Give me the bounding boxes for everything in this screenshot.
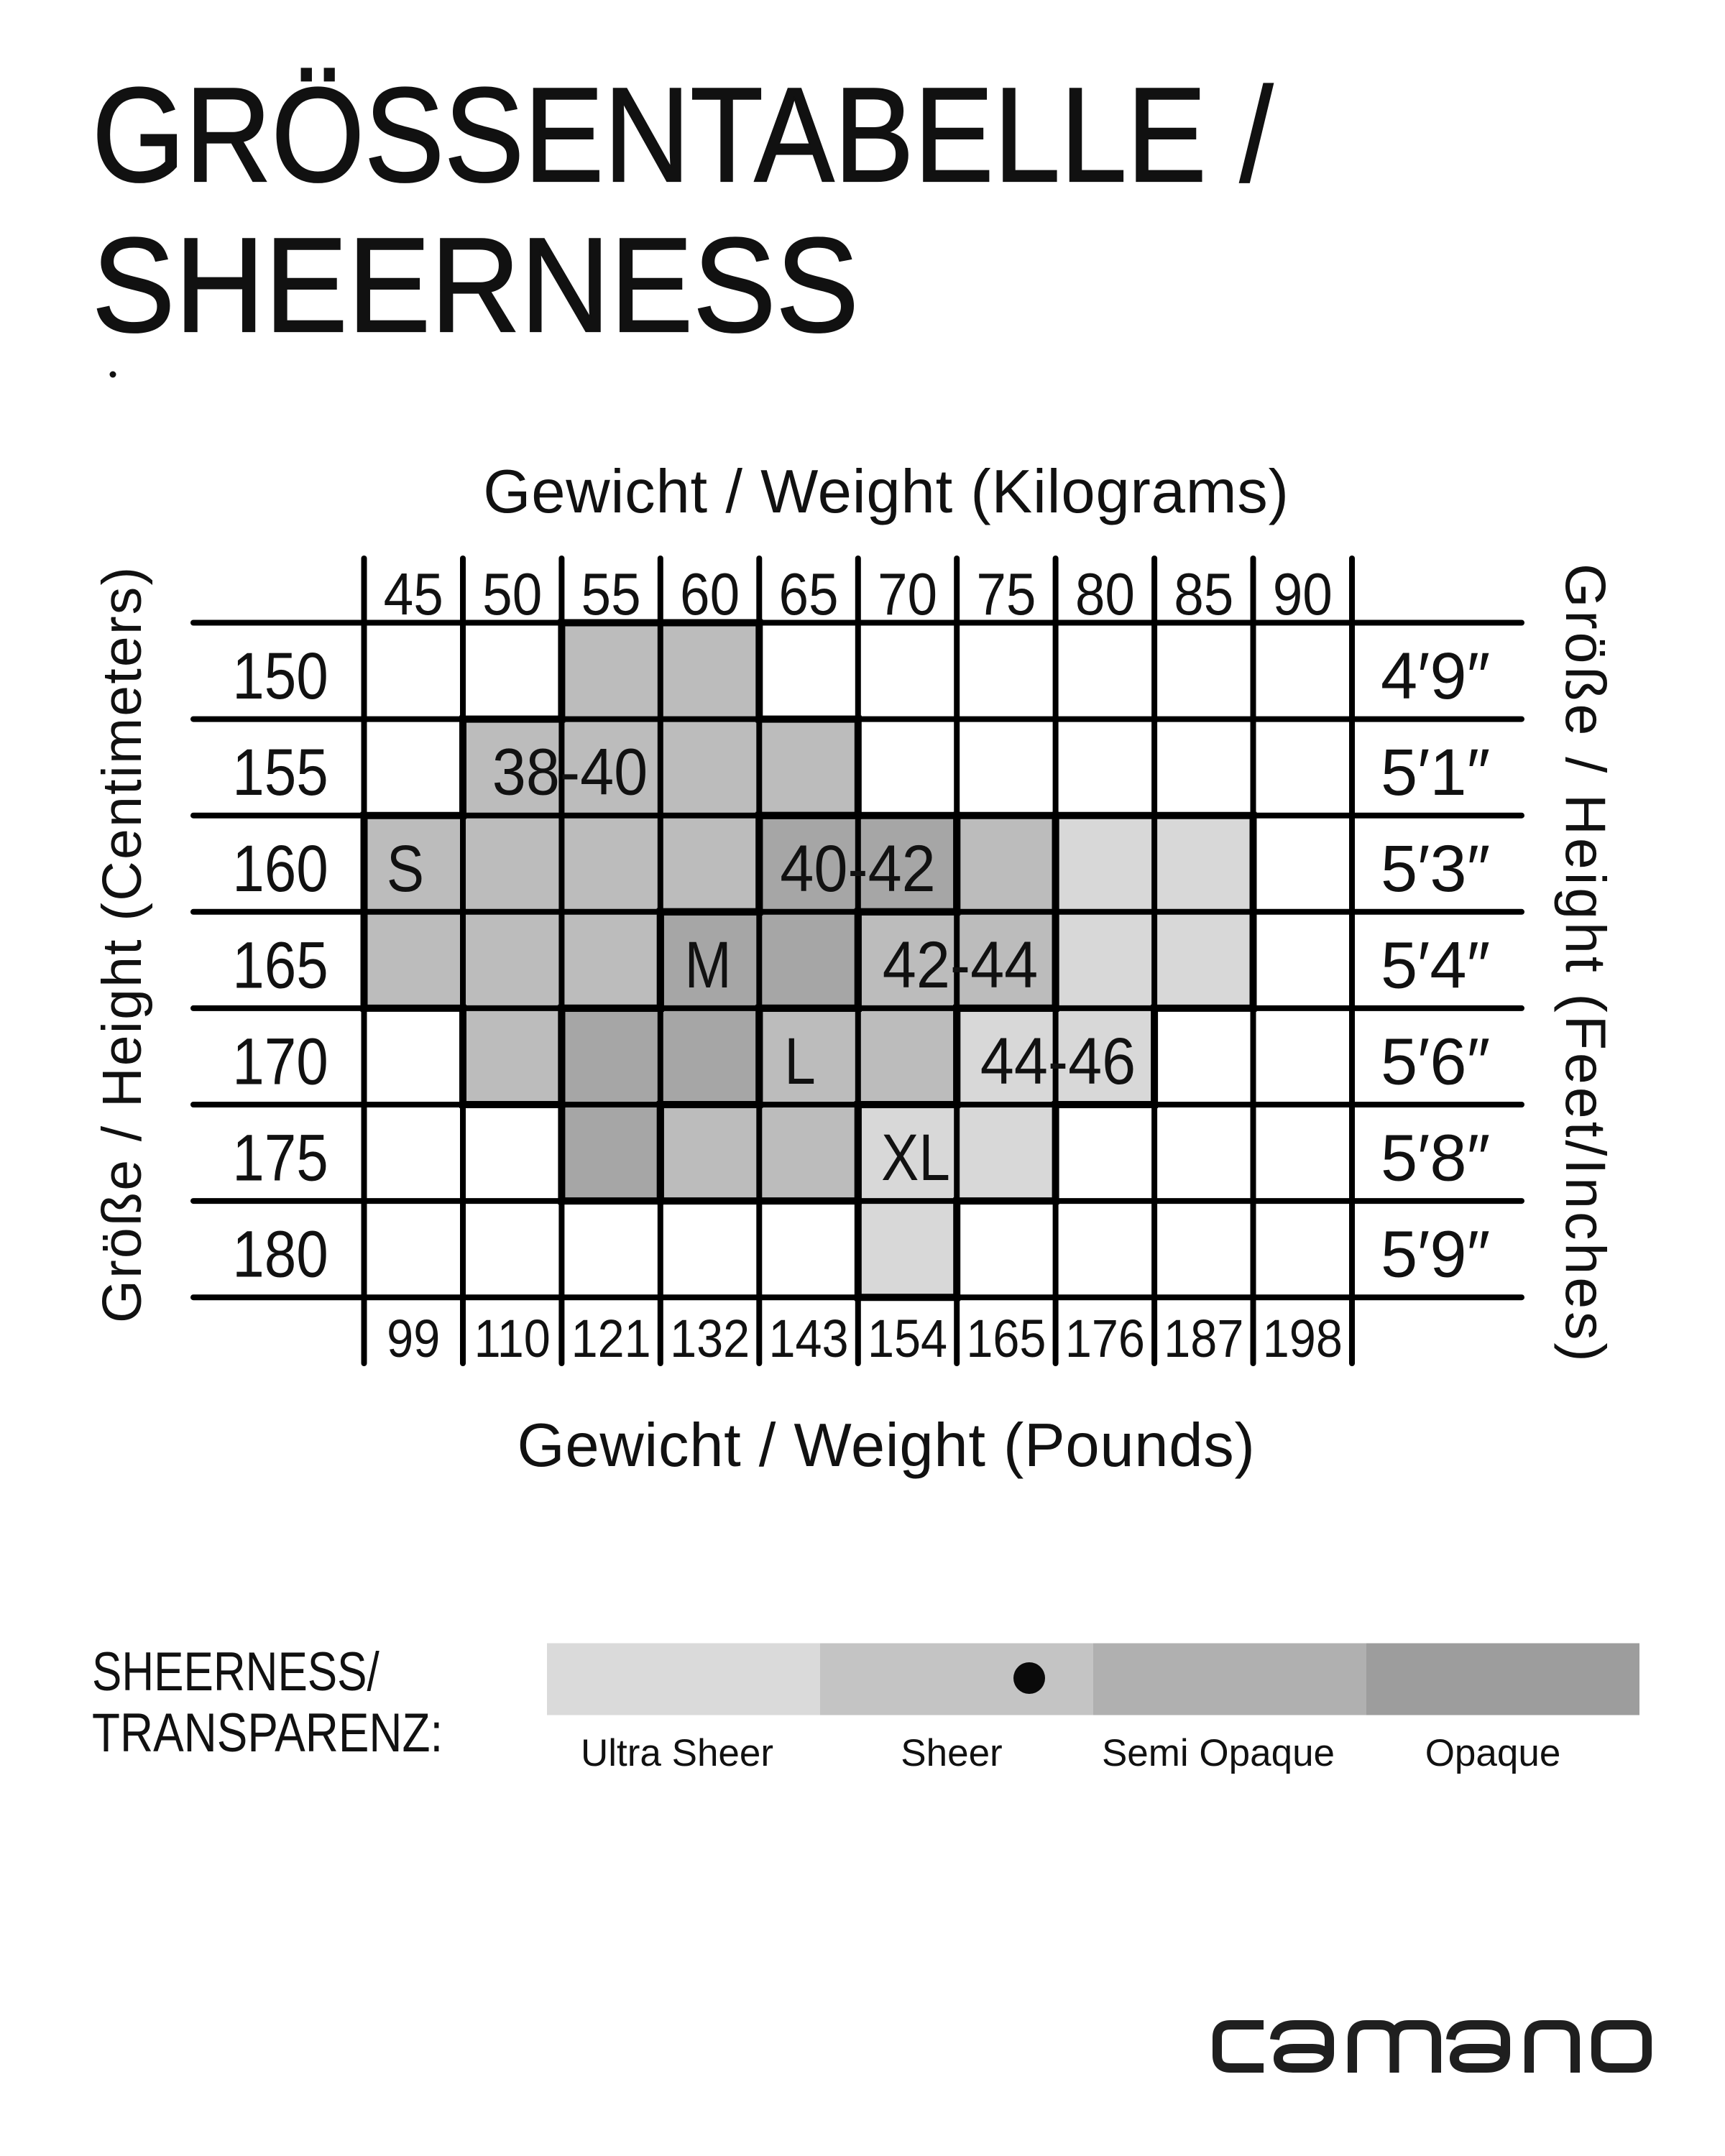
svg-text:L: L <box>784 1025 815 1098</box>
svg-text:65: 65 <box>778 561 838 627</box>
svg-text:5′1″: 5′1″ <box>1381 736 1490 809</box>
svg-text:44-46: 44-46 <box>980 1024 1136 1098</box>
svg-text:85: 85 <box>1174 561 1233 627</box>
svg-text:175: 175 <box>232 1121 328 1194</box>
svg-text:110: 110 <box>474 1309 551 1368</box>
svg-text:121: 121 <box>571 1309 651 1368</box>
svg-text:38-40: 38-40 <box>492 734 648 808</box>
svg-text:5′3″: 5′3″ <box>1381 832 1490 906</box>
svg-text:SHEERNESS: SHEERNESS <box>92 211 859 361</box>
svg-text:Gewicht / Weight (Kilograms): Gewicht / Weight (Kilograms) <box>483 458 1289 526</box>
svg-text:SHEERNESS/: SHEERNESS/ <box>92 1641 380 1702</box>
svg-text:Opaque: Opaque <box>1425 1732 1561 1774</box>
svg-text:GRÖSSENTABELLE /: GRÖSSENTABELLE / <box>92 60 1274 210</box>
svg-text:198: 198 <box>1263 1309 1343 1368</box>
svg-text:S: S <box>387 832 424 906</box>
svg-text:180: 180 <box>232 1217 328 1291</box>
svg-text:170: 170 <box>232 1025 328 1098</box>
svg-text:160: 160 <box>232 832 328 906</box>
svg-text:M: M <box>684 929 731 1002</box>
svg-text:75: 75 <box>976 561 1036 627</box>
svg-text:XL: XL <box>881 1121 950 1194</box>
svg-text:Ultra Sheer: Ultra Sheer <box>581 1732 773 1774</box>
svg-text:150: 150 <box>232 640 328 713</box>
svg-text:155: 155 <box>232 736 328 809</box>
svg-text:90: 90 <box>1273 561 1333 627</box>
svg-text:187: 187 <box>1164 1309 1243 1368</box>
svg-text:70: 70 <box>878 561 937 627</box>
svg-text:176: 176 <box>1065 1309 1145 1368</box>
svg-text:TRANSPARENZ:: TRANSPARENZ: <box>92 1702 443 1764</box>
svg-text:42-44: 42-44 <box>883 928 1038 1002</box>
svg-text:45: 45 <box>384 561 443 627</box>
svg-text:Sheer: Sheer <box>901 1732 1002 1774</box>
svg-text:80: 80 <box>1075 561 1135 627</box>
svg-text:143: 143 <box>768 1309 848 1368</box>
svg-text:165: 165 <box>966 1309 1046 1368</box>
svg-text:5′8″: 5′8″ <box>1381 1122 1490 1195</box>
svg-text:40-42: 40-42 <box>780 831 935 906</box>
svg-text:Gewicht / Weight (Pounds): Gewicht / Weight (Pounds) <box>518 1411 1256 1480</box>
svg-text:132: 132 <box>670 1309 750 1368</box>
svg-text:Größe / Height (Centimeters): Größe / Height (Centimeters) <box>91 566 153 1323</box>
svg-text:4′9″: 4′9″ <box>1381 640 1490 713</box>
svg-text:50: 50 <box>482 561 542 627</box>
svg-text:5′6″: 5′6″ <box>1381 1026 1490 1099</box>
svg-text:5′4″: 5′4″ <box>1381 929 1490 1002</box>
svg-text:Semi Opaque: Semi Opaque <box>1102 1732 1335 1774</box>
svg-text:5′9″: 5′9″ <box>1381 1218 1490 1291</box>
svg-text:55: 55 <box>581 561 641 627</box>
svg-text:154: 154 <box>868 1309 947 1368</box>
svg-text:99: 99 <box>387 1309 440 1368</box>
svg-text:165: 165 <box>232 929 328 1002</box>
svg-text:Größe / Height (Feet/Inches): Größe / Height (Feet/Inches) <box>1554 563 1618 1365</box>
svg-text:60: 60 <box>680 561 740 627</box>
